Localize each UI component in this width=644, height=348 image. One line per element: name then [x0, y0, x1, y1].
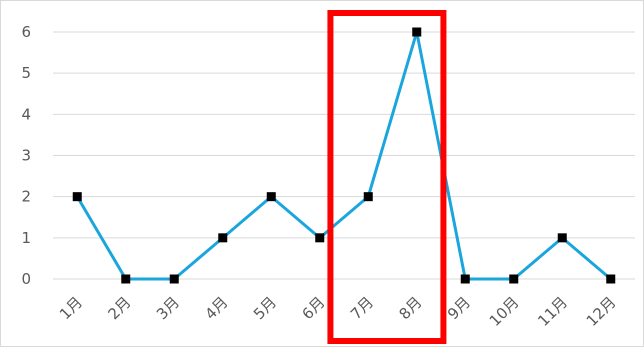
x-tick-label: 3月: [153, 293, 183, 323]
y-tick-label: 1: [21, 229, 31, 247]
y-tick-label: 5: [21, 64, 31, 82]
x-tick-label: 10月: [486, 293, 523, 330]
highlight-box: [327, 10, 447, 344]
x-tick-label: 9月: [444, 293, 474, 323]
data-point: [315, 233, 325, 243]
y-tick-label: 3: [21, 147, 31, 165]
data-point: [363, 192, 373, 202]
x-tick-label: 1月: [56, 293, 86, 323]
data-point: [218, 233, 228, 243]
x-tick-label: 8月: [395, 293, 425, 323]
data-point: [557, 233, 567, 243]
x-axis-ticks: 1月 2月 3月 4月 5月 6月 7月 8月 9月 10月 11月 12月: [56, 293, 620, 330]
x-tick-label: 4月: [201, 293, 231, 323]
x-tick-label: 11月: [534, 293, 571, 330]
data-point: [266, 192, 276, 202]
x-tick-label: 7月: [347, 293, 377, 323]
highlight-layer: [327, 10, 447, 344]
data-point: [509, 274, 519, 284]
data-point: [460, 274, 470, 284]
data-point: [72, 192, 82, 202]
data-point: [169, 274, 179, 284]
data-point: [606, 274, 616, 284]
x-tick-label: 12月: [583, 293, 620, 330]
series-layer: [72, 27, 616, 284]
y-tick-label: 4: [21, 105, 31, 123]
y-tick-label: 0: [21, 270, 31, 288]
y-axis-ticks: 0 1 2 3 4 5 6: [21, 23, 31, 288]
x-tick-label: 6月: [298, 293, 328, 323]
x-tick-label: 2月: [104, 293, 134, 323]
x-tick-label: 5月: [250, 293, 280, 323]
y-tick-label: 6: [21, 23, 31, 41]
data-point: [412, 27, 422, 37]
data-point: [121, 274, 131, 284]
series-line: [75, 30, 612, 281]
y-tick-label: 2: [21, 188, 31, 206]
grid-layer: [53, 31, 635, 280]
